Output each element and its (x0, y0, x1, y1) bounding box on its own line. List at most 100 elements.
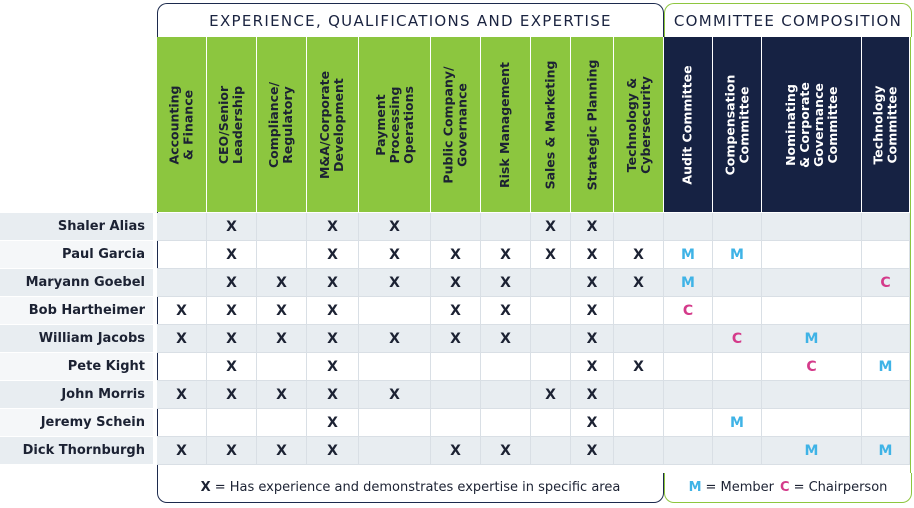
committee-cell (713, 353, 762, 381)
expertise-cell (157, 409, 207, 437)
expertise-cell (481, 409, 531, 437)
expertise-cell: X (571, 353, 614, 381)
expertise-cell (157, 213, 207, 241)
expertise-cell (257, 353, 307, 381)
header-line: Committee (736, 85, 752, 164)
committee-column-header: Compensation Committee (713, 37, 762, 212)
header-line: & Corporate (796, 81, 812, 168)
committee-column-header: Technology Committee (862, 37, 910, 212)
expertise-cell: X (571, 437, 614, 465)
director-name: Dick Thornburgh (0, 437, 155, 465)
expertise-cell (431, 381, 481, 409)
committee-cell (862, 381, 910, 409)
experience-column-header-label: CEO/Senior Leadership (217, 85, 246, 164)
legend-x-text: = Has experience and demonstrates expert… (214, 480, 621, 495)
header-line: Governance (810, 82, 826, 167)
expertise-cell (614, 381, 664, 409)
committee-cell (862, 213, 910, 241)
experience-column-header-label: Strategic Planning (584, 59, 599, 190)
header-line: Cybersecurity (637, 75, 653, 174)
committee-cell: M (664, 241, 713, 269)
committee-cell (862, 297, 910, 325)
expertise-cell (481, 381, 531, 409)
expertise-cell: X (431, 269, 481, 297)
expertise-cell (531, 297, 571, 325)
expertise-cell: X (307, 213, 359, 241)
committee-cell (862, 409, 910, 437)
committee-cell: M (762, 437, 862, 465)
experience-column-header-label: M&A/Corporate Development (318, 70, 347, 178)
expertise-cell (431, 409, 481, 437)
expertise-cell: X (431, 437, 481, 465)
expertise-cell (157, 353, 207, 381)
director-name: Shaler Alias (0, 213, 155, 241)
expertise-cell: X (359, 325, 431, 353)
expertise-cell: X (207, 213, 257, 241)
expertise-cell (257, 241, 307, 269)
header-line: Sales & Marketing (542, 60, 558, 189)
expertise-cell: X (157, 325, 207, 353)
committee-cell (664, 325, 713, 353)
header-line: Development (331, 77, 347, 172)
expertise-cell: X (571, 297, 614, 325)
experience-column-header: Public Company/Governance (431, 37, 481, 212)
header-line: Audit Committee (680, 64, 696, 185)
expertise-cell: X (307, 297, 359, 325)
committee-cell (713, 381, 762, 409)
expertise-cell: X (207, 297, 257, 325)
expertise-cell: X (307, 437, 359, 465)
committee-cell: M (713, 241, 762, 269)
experience-column-header-label: Sales & Marketing (542, 60, 558, 189)
experience-legend: X = Has experience and demonstrates expe… (157, 473, 664, 503)
expertise-cell (157, 241, 207, 269)
expertise-cell: X (359, 213, 431, 241)
committee-cell (664, 437, 713, 465)
expertise-cell (614, 437, 664, 465)
header-line: Accounting (166, 85, 182, 164)
committee-legend: M = Member C = Chairperson (664, 473, 912, 503)
legend-m-mark: M (688, 480, 702, 495)
header-line: Technology (870, 84, 886, 165)
expertise-cell: X (257, 297, 307, 325)
expertise-cell (531, 325, 571, 353)
committee-column-header-label: Technology Committee (870, 84, 900, 165)
header-line: Leadership (230, 85, 246, 164)
header-line: Payment (372, 93, 388, 156)
experience-section-title: EXPERIENCE, QUALIFICATIONS AND EXPERTISE (157, 3, 664, 37)
expertise-cell: X (307, 325, 359, 353)
experience-column-header: CEO/Senior Leadership (207, 37, 257, 212)
expertise-cell: X (481, 269, 531, 297)
expertise-cell: X (481, 437, 531, 465)
committee-cell (664, 353, 713, 381)
experience-column-header: Sales & Marketing (531, 37, 571, 212)
expertise-cell (481, 353, 531, 381)
expertise-cell: X (359, 381, 431, 409)
expertise-cell (531, 409, 571, 437)
committee-cell: M (762, 325, 862, 353)
committee-column-header-label: Audit Committee (680, 64, 696, 185)
header-line: Processing (386, 86, 402, 163)
expertise-cell (614, 409, 664, 437)
expertise-cell: X (571, 325, 614, 353)
committee-column-header: Nominating & Corporate Governance Committee (762, 37, 862, 212)
expertise-cell: X (431, 241, 481, 269)
expertise-cell (531, 437, 571, 465)
expertise-cell: X (531, 381, 571, 409)
expertise-cell: X (481, 297, 531, 325)
expertise-cell: X (207, 241, 257, 269)
expertise-cell (614, 325, 664, 353)
experience-column-header: Strategic Planning (571, 37, 614, 212)
expertise-cell: X (257, 325, 307, 353)
committee-frame-right (910, 37, 911, 473)
experience-column-header-label: Compliance/Regulatory (267, 81, 296, 167)
expertise-cell: X (481, 241, 531, 269)
expertise-cell (359, 297, 431, 325)
committee-cell: M (713, 409, 762, 437)
committee-cell (762, 409, 862, 437)
director-name: Jeremy Schein (0, 409, 155, 437)
expertise-cell: X (614, 269, 664, 297)
committee-cell (862, 325, 910, 353)
expertise-cell (614, 297, 664, 325)
committee-cell (713, 437, 762, 465)
expertise-cell: X (307, 409, 359, 437)
